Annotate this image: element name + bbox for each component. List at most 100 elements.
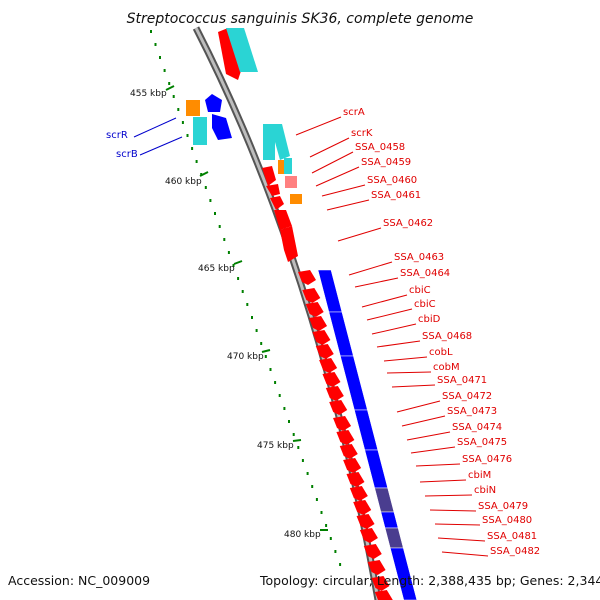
- leader-line: [437, 537, 486, 542]
- cds-arrow: [363, 544, 382, 559]
- track-dot: [278, 394, 281, 397]
- gene-label: SSA_0459: [361, 157, 411, 168]
- track-dot: [172, 95, 175, 98]
- gene-block: [270, 124, 290, 160]
- track-dot: [154, 43, 157, 46]
- cds-arrow: [262, 166, 276, 186]
- tick-label: 475 kbp: [257, 441, 294, 451]
- cds-arrow: [356, 514, 375, 529]
- track-dot: [214, 212, 216, 215]
- leader-line: [348, 261, 393, 276]
- track-dot: [315, 498, 318, 501]
- track-dot: [227, 251, 230, 254]
- track-dot: [325, 524, 328, 527]
- track-dot: [306, 472, 309, 475]
- leader-line: [371, 323, 417, 335]
- track-dot: [209, 199, 212, 202]
- gene-label: SSA_0475: [457, 437, 507, 448]
- gene-label: SSA_0460: [367, 175, 417, 186]
- cds-arrow: [367, 560, 386, 575]
- leader-line: [419, 479, 467, 483]
- leader-line: [406, 431, 451, 441]
- gene-block: [285, 176, 297, 188]
- track-dot: [251, 316, 253, 319]
- gene-label: cbiC: [414, 299, 436, 310]
- cds-block: [380, 511, 399, 529]
- cds-arrow: [322, 372, 341, 387]
- gene-label: SSA_0481: [487, 531, 537, 542]
- cds-arrow: [349, 486, 368, 501]
- leader-line: [441, 551, 489, 557]
- gene-label: SSA_0468: [422, 331, 472, 342]
- cds-arrow: [336, 430, 355, 445]
- cds-block: [328, 311, 354, 357]
- cds-arrow: [333, 416, 352, 431]
- cds-arrow: [280, 226, 298, 262]
- map-title: Streptococcus sanguinis SK36, complete g…: [127, 11, 474, 27]
- tick-label: 480 kbp: [284, 530, 321, 540]
- cds-block: [364, 449, 389, 489]
- track-dot: [283, 407, 286, 410]
- gene-label: cobM: [433, 362, 460, 373]
- leader-line: [424, 494, 473, 497]
- leader-line: [376, 340, 421, 348]
- cds-arrow: [298, 270, 316, 285]
- track-dot: [288, 420, 290, 423]
- cds-arrow: [371, 576, 390, 591]
- gene-label: SSA_0462: [383, 218, 433, 229]
- track-dot: [168, 82, 171, 85]
- leader-line: [434, 523, 481, 526]
- cds-arrow: [270, 196, 284, 210]
- cds-arrow: [315, 344, 334, 359]
- leader-line: [366, 308, 413, 321]
- gene-label-scrR: scrR: [106, 130, 128, 141]
- gene-label: SSA_0458: [355, 142, 405, 153]
- cds-arrow: [374, 590, 393, 600]
- cds-arrow: [274, 210, 292, 230]
- gene-label: SSA_0482: [490, 546, 540, 557]
- track-dot: [311, 485, 314, 488]
- gene-block: [290, 194, 302, 204]
- track-dot: [163, 69, 166, 72]
- gene-label: cobL: [429, 347, 453, 358]
- cds-block: [354, 409, 379, 451]
- cds-block: [340, 355, 368, 411]
- gene-label: SSA_0471: [437, 375, 487, 386]
- leader-line: [315, 166, 360, 187]
- gene-label: SSA_0472: [442, 391, 492, 402]
- track-dot: [218, 225, 221, 228]
- track-dot: [269, 368, 272, 371]
- cds-block: [384, 527, 404, 549]
- gene-block: [186, 100, 200, 116]
- leader-line: [391, 384, 436, 388]
- track-dot: [339, 563, 342, 566]
- gene-label: SSA_0474: [452, 422, 502, 433]
- accession-text: Accession: NC_009009: [8, 573, 150, 588]
- cds-arrow: [353, 500, 372, 515]
- cds-arrow: [212, 114, 232, 140]
- cds-arrow: [339, 444, 358, 459]
- leader-line: [429, 509, 477, 512]
- cds-arrow: [343, 458, 362, 473]
- genome-summary-text: Topology: circular; Length: 2,388,435 bp…: [259, 573, 600, 588]
- gene-label: SSA_0463: [394, 252, 444, 263]
- gene-label: cbiC: [409, 285, 431, 296]
- cds-arrow: [305, 302, 324, 317]
- track-dot: [159, 56, 161, 59]
- leader-line: [295, 116, 342, 136]
- track-dot: [274, 381, 277, 384]
- track-dot: [186, 134, 189, 137]
- tick-label: 455 kbp: [130, 89, 167, 99]
- gene-label: SSA_0476: [462, 454, 512, 465]
- track-dot: [260, 342, 263, 345]
- gene-label: cbiD: [418, 314, 441, 325]
- gene-block: [193, 117, 207, 145]
- feature-track: [186, 28, 418, 600]
- track-dot: [292, 433, 295, 436]
- right-labels: scrA scrK SSA_0458 SSA_0459 SSA_0460 SSA_0461…: [295, 107, 540, 557]
- track-dot: [241, 290, 244, 293]
- track-dot: [264, 355, 267, 358]
- track-dot: [232, 264, 235, 267]
- track-dot: [195, 160, 198, 163]
